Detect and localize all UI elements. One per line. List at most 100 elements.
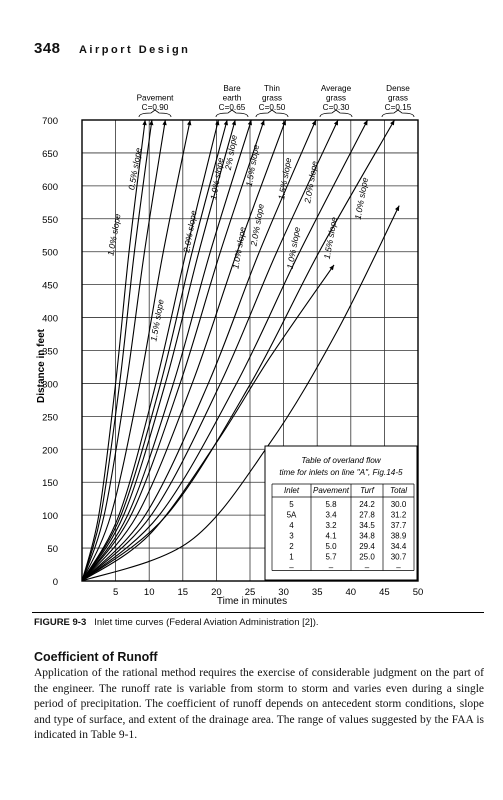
- table-cell: 5A: [287, 511, 297, 520]
- slope-label: 1.0% slope: [105, 213, 122, 257]
- inlet-time-curve-14: [81, 119, 395, 582]
- curve-arrowhead: [247, 120, 252, 126]
- figure-caption: FIGURE 9-3 Inlet time curves (Federal Avi…: [34, 617, 484, 628]
- inlet-time-curve-2: [81, 119, 153, 582]
- inset-title-2: time for inlets on line "A", Fig.14-5: [279, 468, 403, 477]
- curve-arrowhead: [363, 120, 368, 126]
- slope-label: 1.0% slope: [208, 157, 225, 201]
- inlet-time-curve-11: [81, 119, 317, 582]
- y-tick-label: 300: [42, 379, 58, 390]
- table-cell: 2: [289, 542, 294, 551]
- surface-brace: [319, 109, 353, 118]
- y-axis-label: Distance in feet: [36, 328, 47, 403]
- curve-arrowhead: [231, 120, 237, 126]
- curve-arrowhead: [333, 120, 339, 126]
- curve-arrowhead: [142, 120, 147, 126]
- table-cell: 29.4: [359, 542, 375, 551]
- curve-arrowhead: [311, 120, 316, 126]
- inlet-time-curve-8: [81, 119, 252, 582]
- page-number: 348: [34, 40, 61, 57]
- table-cell: –: [289, 563, 294, 572]
- surface-brace: [138, 109, 172, 118]
- table-cell: 34.5: [359, 521, 375, 530]
- inlet-time-curve-10: [81, 119, 287, 582]
- x-tick-labels: 5 10 15 20 25 30 35 40 45 50: [113, 587, 423, 598]
- inlet-time-curve-3: [81, 119, 166, 582]
- slope-label: 1.0% slope: [230, 226, 247, 270]
- table-cell: 34.8: [359, 532, 375, 541]
- table-cell: 5.8: [325, 500, 337, 509]
- slope-label: 1.0% slope: [285, 226, 302, 270]
- y-tick-label: 150: [42, 478, 58, 489]
- surface-label-line: C=0.90: [142, 103, 169, 112]
- y-tick-label: 600: [42, 182, 58, 193]
- surface-brace: [255, 109, 289, 118]
- curve-arrowhead: [281, 120, 286, 126]
- slope-label: 2.0% slope: [248, 203, 265, 248]
- table-cell: –: [365, 563, 370, 572]
- curve-arrowhead: [187, 120, 192, 126]
- overland-flow-table: Table of overland flow time for inlets on…: [264, 445, 418, 581]
- slope-label: 1.5% slope: [244, 144, 261, 188]
- y-tick-label: 100: [42, 511, 58, 522]
- chart-frame: [81, 119, 419, 582]
- slope-label: 2.0% slope: [181, 209, 198, 254]
- surface-type-labels: PavementC=0.90BareearthC=0.65ThingrassC=…: [137, 84, 415, 118]
- table-cell: 5.7: [325, 553, 337, 562]
- table-cell: 5.0: [325, 542, 337, 551]
- body-paragraph: Application of the rational method requi…: [34, 667, 484, 742]
- running-header: 348 Airport Design: [34, 40, 190, 58]
- y-tick-label: 550: [42, 215, 58, 226]
- x-tick-label: 45: [379, 587, 390, 598]
- table-cell: 30.0: [391, 500, 407, 509]
- inlet-time-curve-13: [81, 119, 369, 582]
- curve-arrowhead: [149, 120, 154, 126]
- y-tick-label: 0: [53, 577, 58, 588]
- curve-arrowhead: [260, 120, 265, 126]
- surface-label-line: Dense: [386, 84, 410, 93]
- curve-arrowhead: [215, 120, 220, 126]
- table-cell: 34.4: [391, 542, 407, 551]
- y-tick-label: 400: [42, 314, 58, 325]
- x-tick-label: 40: [346, 587, 357, 598]
- inlet-time-curve-1: [81, 119, 146, 582]
- table-cell: 4.1: [325, 532, 337, 541]
- y-tick-label: 500: [42, 248, 58, 259]
- table-cell: 38.9: [391, 532, 407, 541]
- y-tick-label: 50: [47, 544, 58, 555]
- x-tick-label: 50: [413, 587, 424, 598]
- y-tick-label: 250: [42, 412, 58, 423]
- slope-label: 1.5% slope: [148, 298, 165, 342]
- surface-label-line: C=0.65: [219, 103, 246, 112]
- inlet-time-curve-9: [81, 119, 265, 582]
- table-cell: 1: [289, 553, 294, 562]
- inlet-time-chart: 0501001502002503003504004505005506006507…: [36, 84, 423, 607]
- slope-label: 1.0% slope: [353, 176, 370, 220]
- table-cell: 31.2: [391, 511, 407, 520]
- y-tick-label: 700: [42, 116, 58, 127]
- curve-arrowhead: [329, 264, 334, 271]
- table-cell: 24.2: [359, 500, 375, 509]
- curve-arrowhead: [394, 205, 400, 212]
- table-header: Total: [390, 486, 407, 495]
- y-tick-label: 200: [42, 445, 58, 456]
- inlet-time-curve-5: [81, 119, 219, 582]
- section-heading: Coefficient of Runoff: [34, 650, 158, 664]
- inset-frame: [264, 445, 418, 581]
- y-tick-label: 450: [42, 281, 58, 292]
- slope-label: 0.5% slope: [126, 147, 143, 191]
- y-tick-labels: 0 50 100 150 200 250 300 350 400 450 500 550 600 650 7…: [42, 116, 58, 588]
- x-tick-label: 5: [113, 587, 118, 598]
- x-tick-label: 15: [178, 587, 189, 598]
- inset-title-1: Table of overland flow: [301, 456, 381, 465]
- inlet-time-curve-4: [81, 119, 191, 582]
- x-tick-label: 25: [245, 587, 256, 598]
- table-cell: 3.4: [325, 511, 337, 520]
- table-cell: 25.0: [359, 553, 375, 562]
- table-cell: 3.2: [325, 521, 337, 530]
- table-cell: 5: [289, 500, 294, 509]
- table-cell: –: [329, 563, 334, 572]
- table-cell: 27.8: [359, 511, 375, 520]
- table-cell: 30.7: [391, 553, 407, 562]
- surface-label-line: Thin: [264, 84, 280, 93]
